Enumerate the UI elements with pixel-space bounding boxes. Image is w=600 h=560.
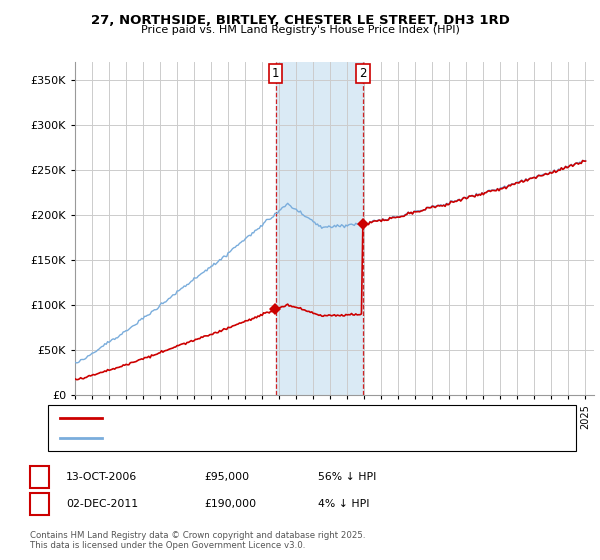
Text: 56% ↓ HPI: 56% ↓ HPI: [318, 472, 376, 482]
Text: £190,000: £190,000: [204, 499, 256, 509]
Text: £95,000: £95,000: [204, 472, 249, 482]
Text: 27, NORTHSIDE, BIRTLEY, CHESTER LE STREET, DH3 1RD (detached house): 27, NORTHSIDE, BIRTLEY, CHESTER LE STREE…: [108, 413, 482, 423]
Text: HPI: Average price, detached house, Gateshead: HPI: Average price, detached house, Gate…: [108, 433, 347, 443]
Text: Price paid vs. HM Land Registry's House Price Index (HPI): Price paid vs. HM Land Registry's House …: [140, 25, 460, 35]
Text: Contains HM Land Registry data © Crown copyright and database right 2025.
This d: Contains HM Land Registry data © Crown c…: [30, 531, 365, 550]
Text: 1: 1: [272, 67, 280, 80]
Text: 2: 2: [359, 67, 367, 80]
Text: 02-DEC-2011: 02-DEC-2011: [66, 499, 138, 509]
Text: 13-OCT-2006: 13-OCT-2006: [66, 472, 137, 482]
Text: 2: 2: [36, 497, 43, 511]
Text: 1: 1: [36, 470, 43, 484]
Text: 4% ↓ HPI: 4% ↓ HPI: [318, 499, 370, 509]
Bar: [275, 62, 363, 395]
Text: 27, NORTHSIDE, BIRTLEY, CHESTER LE STREET, DH3 1RD: 27, NORTHSIDE, BIRTLEY, CHESTER LE STREE…: [91, 14, 509, 27]
